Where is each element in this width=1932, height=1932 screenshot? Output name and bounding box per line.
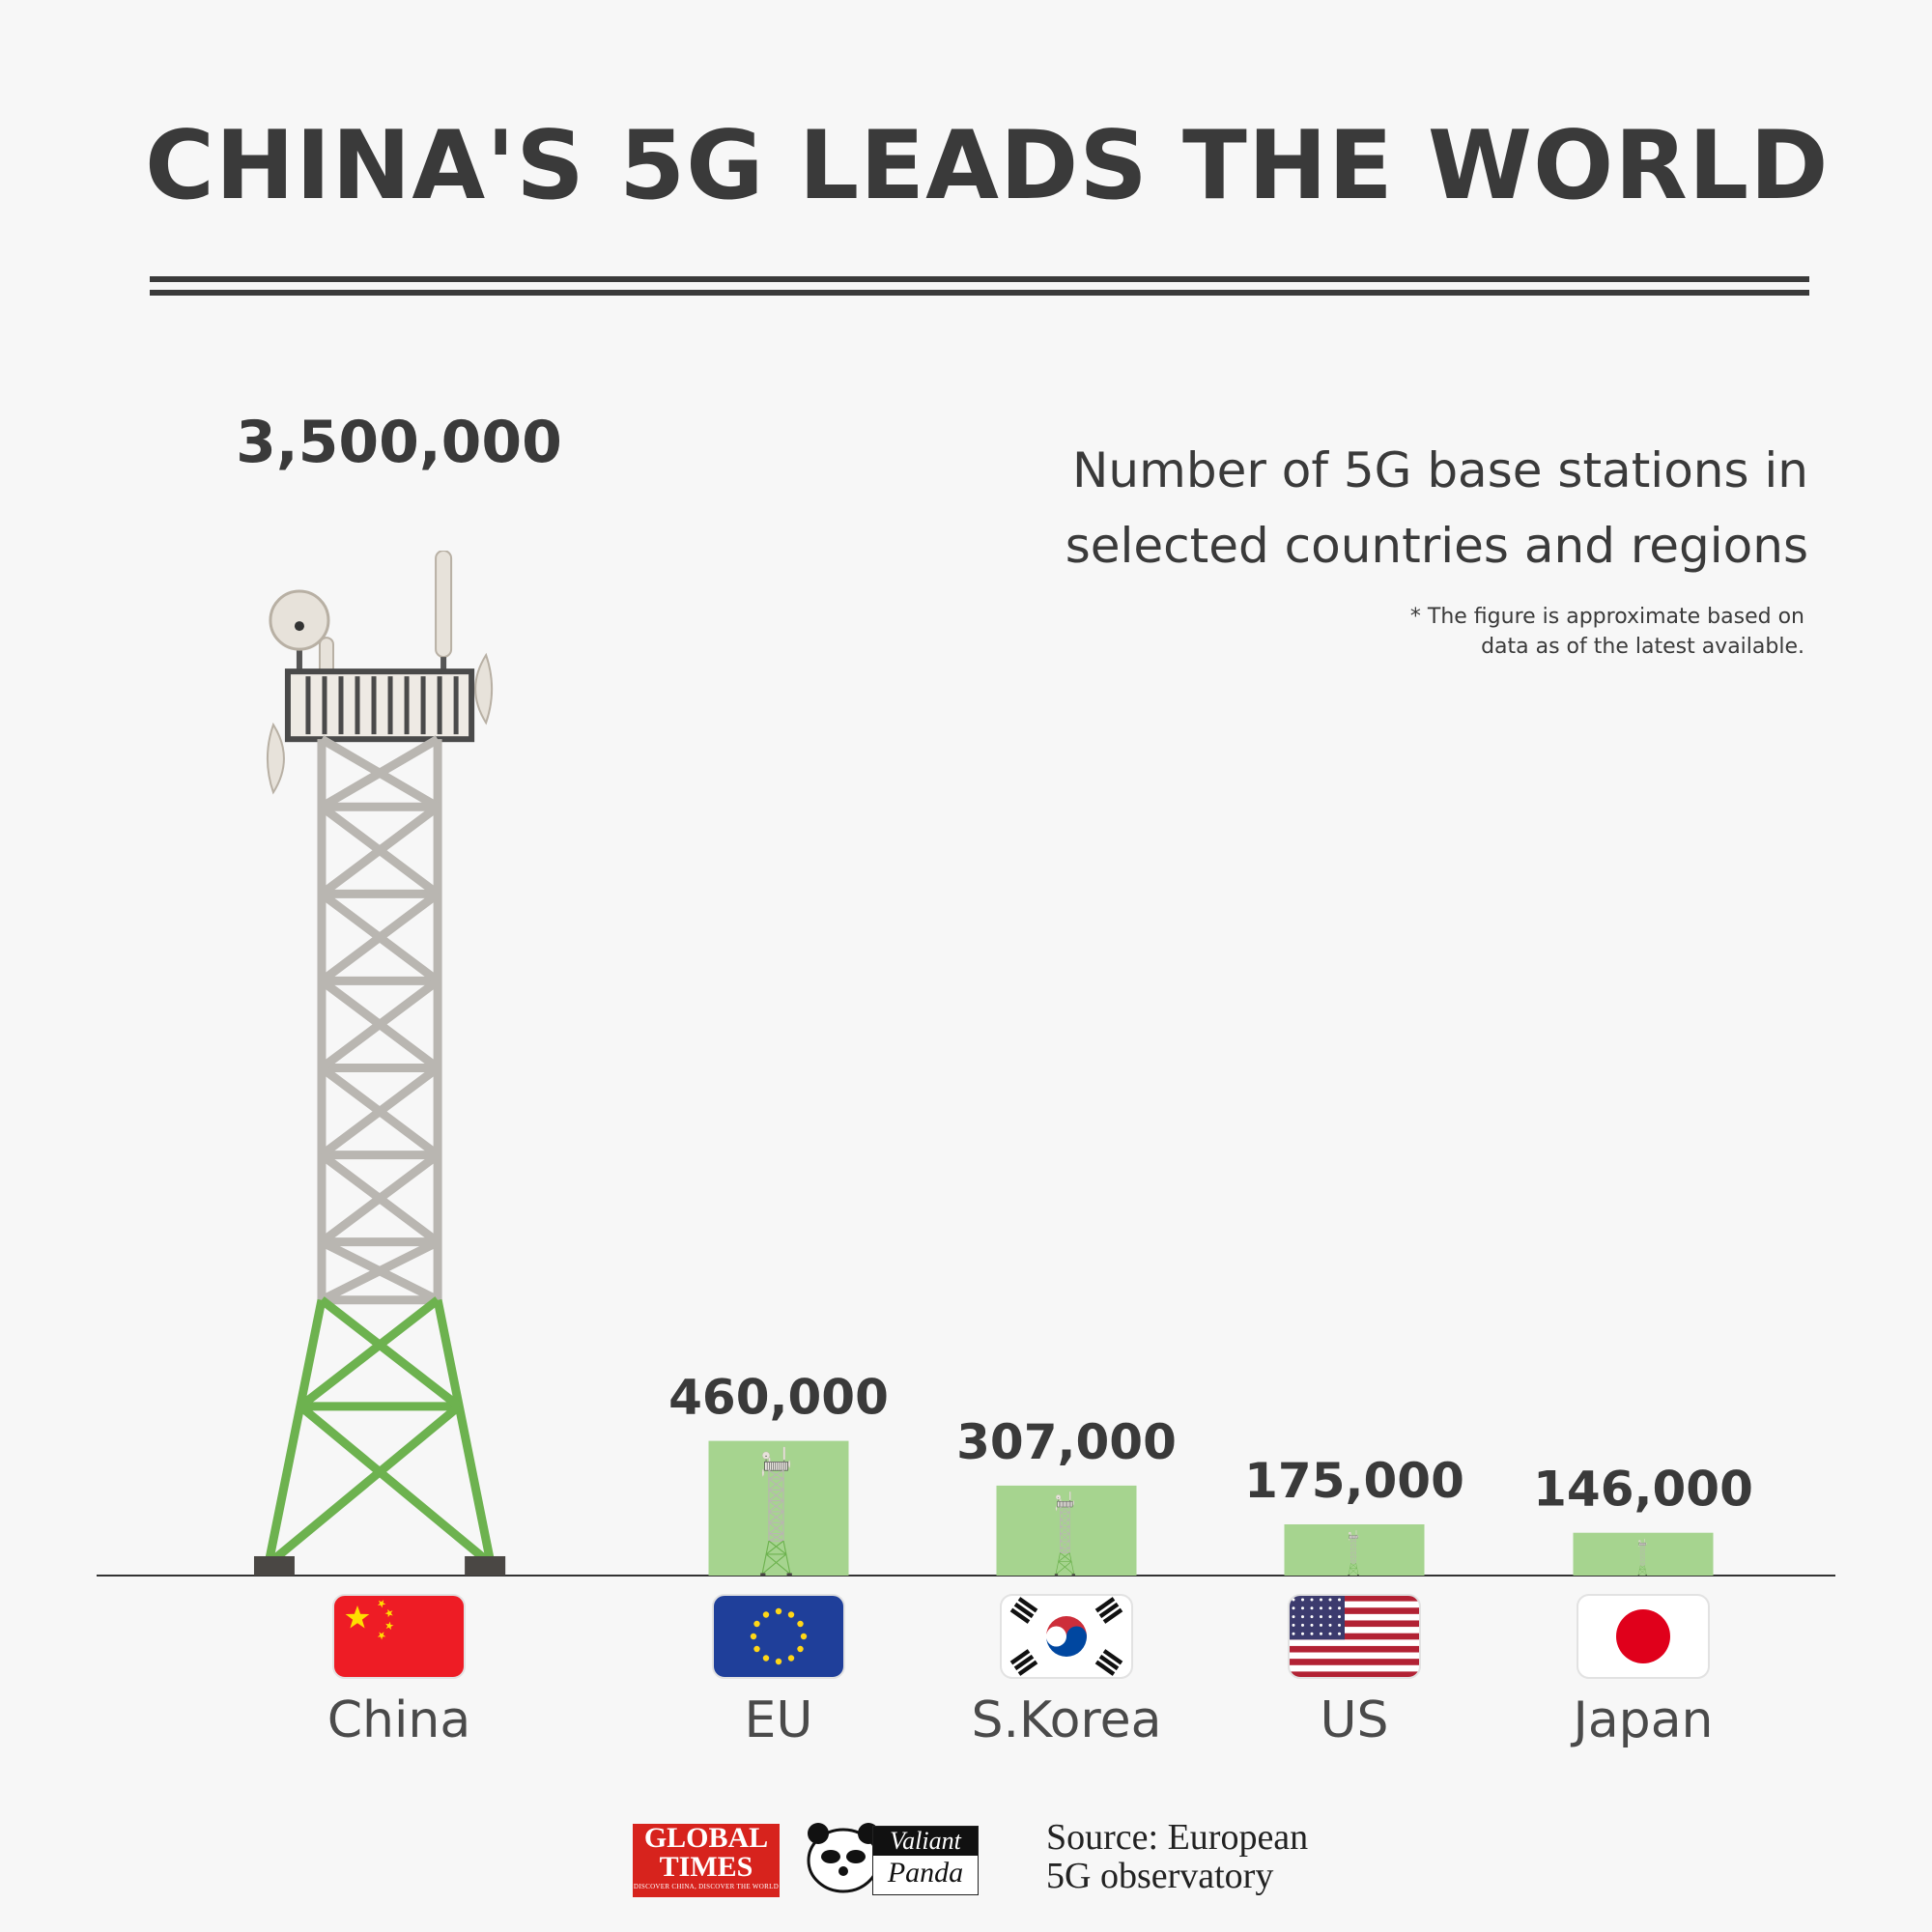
china-flag-icon: [332, 1594, 466, 1679]
logo-2-line-2: Panda: [887, 1857, 964, 1889]
source-line-1: Source: European: [1046, 1817, 1309, 1858]
subtitle-line-2: selected countries and regions: [1065, 518, 1808, 574]
value-label-china: 3,500,000: [236, 409, 562, 476]
japan-flag-icon: [1577, 1594, 1710, 1679]
bars-group: 3,500,000 China 460,000 EU 307,000 S.Korea 175…: [236, 409, 1753, 1749]
source-line-2: 5G observatory: [1046, 1856, 1274, 1896]
title-divider-top: [150, 276, 1809, 282]
source-text: Source: European 5G observatory: [1046, 1818, 1365, 1895]
chart-subtitle: Number of 5G base stations in selected c…: [939, 433, 1808, 583]
logo-2-line-1: Valiant: [873, 1827, 978, 1856]
logo-1-tagline: DISCOVER CHINA, DISCOVER THE WORLD: [633, 1883, 780, 1890]
footnote: * The figure is approximate based on dat…: [1225, 602, 1804, 662]
eu-flag-icon: [712, 1594, 845, 1679]
category-label-skorea: S.Korea: [972, 1691, 1162, 1749]
south-korea-flag-icon: [1000, 1594, 1133, 1679]
us-flag-icon: [1288, 1594, 1421, 1679]
logo-1-line-1: GLOBAL: [643, 1822, 769, 1854]
logo-1-line-2: TIMES: [659, 1851, 753, 1883]
category-label-us: US: [1320, 1691, 1388, 1749]
page-title: CHINA'S 5G LEADS THE WORLD: [145, 111, 1830, 221]
subtitle-line-1: Number of 5G base stations in: [1072, 442, 1808, 498]
valiant-panda-logo: Valiant Panda: [872, 1826, 979, 1895]
category-label-eu: EU: [745, 1691, 813, 1749]
panda-icon: [807, 1823, 880, 1893]
global-times-logo: GLOBAL TIMES DISCOVER CHINA, DISCOVER TH…: [633, 1824, 780, 1897]
value-label-skorea: 307,000: [956, 1414, 1177, 1470]
footnote-line-1: * The figure is approximate based on: [1409, 605, 1804, 629]
category-label-china: China: [327, 1691, 471, 1749]
value-label-eu: 460,000: [668, 1370, 889, 1426]
title-divider-bottom: [150, 290, 1809, 296]
bar-tower-china: [254, 551, 505, 1576]
category-label-japan: Japan: [1570, 1691, 1713, 1749]
value-label-us: 175,000: [1244, 1453, 1464, 1509]
bar-skorea: [996, 1485, 1137, 1576]
value-label-japan: 146,000: [1533, 1462, 1753, 1518]
bar-us: [1284, 1524, 1425, 1576]
footnote-line-2: data as of the latest available.: [1481, 635, 1804, 659]
